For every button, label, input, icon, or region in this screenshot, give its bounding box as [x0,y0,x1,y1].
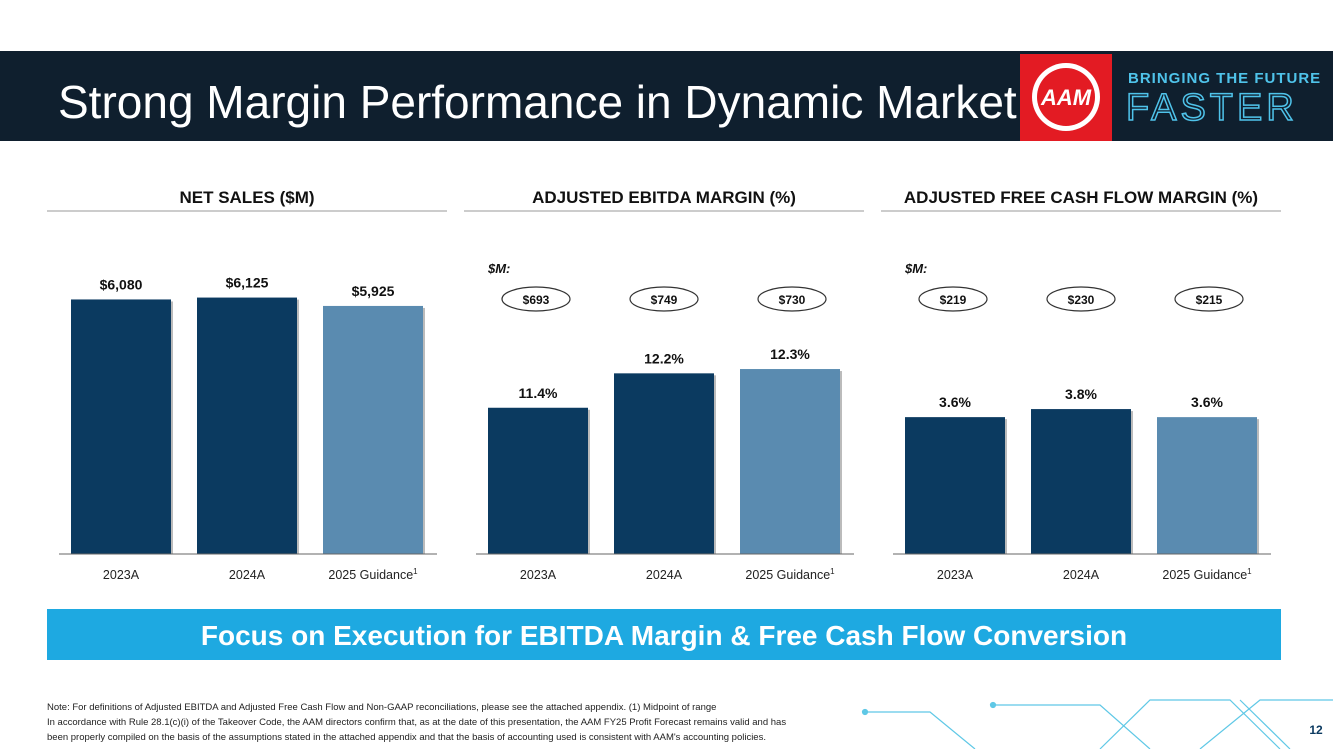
bar [197,297,297,554]
footnote: In accordance with Rule 28.1(c)(i) of th… [47,717,786,728]
category-text: 2025 Guidance [1162,568,1247,582]
category-text: 2025 Guidance [745,568,830,582]
secondary-oval [757,286,827,312]
category-label: 2025 Guidance1 [745,567,835,582]
category-text: 2024A [229,568,266,582]
category-label: 2024A [1063,568,1100,582]
footnote: Note: For definitions of Adjusted EBITDA… [47,702,716,713]
value-label: $6,080 [100,276,143,292]
bar [740,369,840,554]
category-text: 2023A [520,568,557,582]
secondary-value-label: $230 [1068,293,1095,307]
value-label: $6,125 [226,275,269,291]
secondary-oval [1046,286,1116,312]
category-label: 2024A [229,568,266,582]
footnotes: Note: For definitions of Adjusted EBITDA… [47,702,786,743]
logo-text: AAM [1040,85,1092,110]
category-label: 2023A [103,568,140,582]
value-label: 3.6% [1191,394,1223,410]
secondary-oval [629,286,699,312]
value-label: 11.4% [519,385,558,401]
secondary-value-label: $219 [940,293,967,307]
value-label: 12.3% [770,346,810,362]
secondary-value-label: $749 [651,293,678,307]
tagline-bottom: FASTER [1126,87,1298,129]
secondary-oval [1174,286,1244,312]
category-label: 2023A [937,568,974,582]
category-label: 2023A [520,568,557,582]
chart-title: ADJUSTED EBITDA MARGIN (%) [532,188,796,207]
banner [47,609,1281,660]
category-text: 2025 Guidance [328,568,413,582]
banner-text: Focus on Execution for EBITDA Margin & F… [201,620,1127,651]
bar [905,417,1005,554]
category-label: 2025 Guidance1 [1162,567,1252,582]
bar [71,299,171,554]
bar [488,407,588,554]
category-note: 1 [1247,567,1252,576]
secondary-oval [501,286,571,312]
secondary-value-label: $730 [779,293,806,307]
value-label: 3.6% [939,394,971,410]
value-label: 3.8% [1065,386,1097,402]
bar [614,373,714,554]
value-label: 12.2% [644,350,684,366]
category-text: 2024A [1063,568,1100,582]
category-note: 1 [830,567,835,576]
footnote: been properly compiled on the basis of t… [47,732,766,743]
page-number: 12 [1309,723,1323,737]
secondary-label: $M: [904,261,927,276]
category-text: 2023A [937,568,974,582]
chart-title: ADJUSTED FREE CASH FLOW MARGIN (%) [904,188,1258,207]
secondary-value-label: $215 [1196,293,1223,307]
value-label: $5,925 [352,283,395,299]
slide-title: Strong Margin Performance in Dynamic Mar… [58,76,1017,128]
category-text: 2023A [103,568,140,582]
tagline-top: BRINGING THE FUTURE [1128,70,1321,87]
category-text: 2024A [646,568,683,582]
chart-title: NET SALES ($M) [179,188,314,207]
bar [1031,409,1131,554]
category-label: 2024A [646,568,683,582]
bar [1157,417,1257,554]
category-label: 2025 Guidance1 [328,567,418,582]
secondary-oval [918,286,988,312]
secondary-label: $M: [487,261,510,276]
logo-disc [1037,68,1095,126]
decoration [861,699,1333,749]
secondary-value-label: $693 [523,293,550,307]
category-note: 1 [413,567,418,576]
bar [323,305,423,554]
